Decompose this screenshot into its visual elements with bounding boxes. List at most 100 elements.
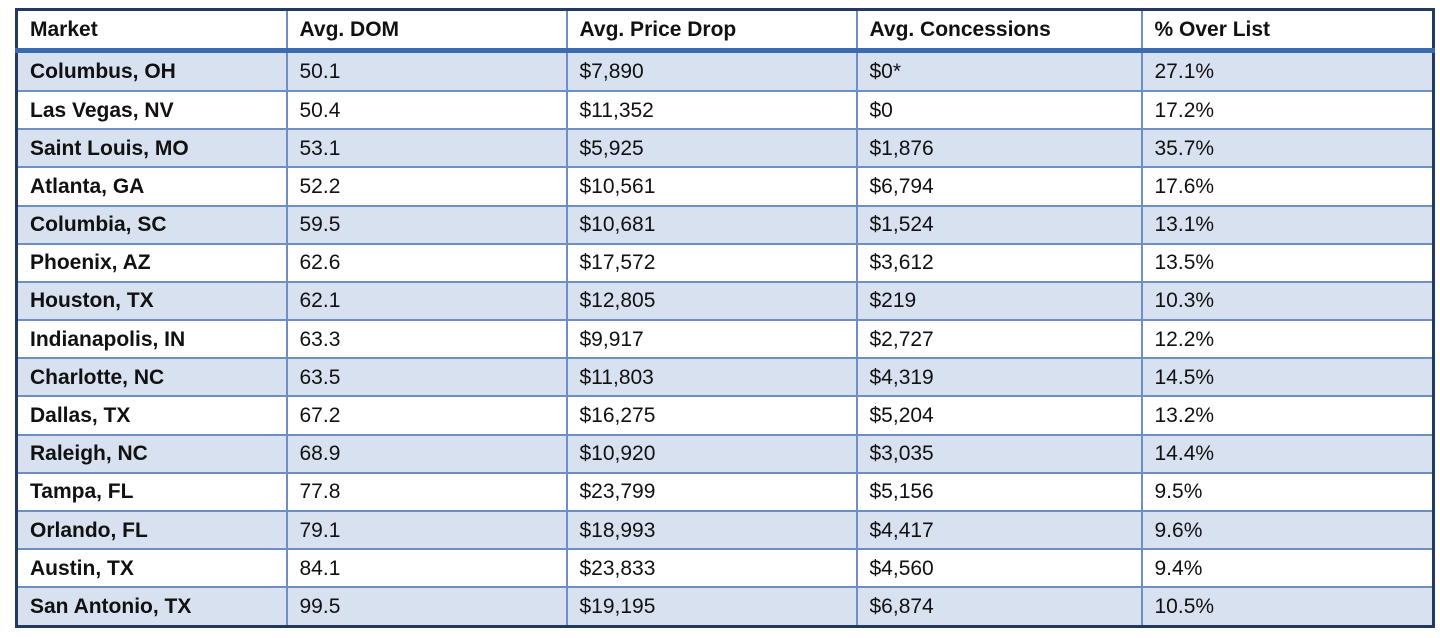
table-row: Columbus, OH 50.1 $7,890 $0* 27.1% <box>15 49 1435 92</box>
table-header: Market Avg. DOM Avg. Price Drop Avg. Con… <box>15 8 1435 53</box>
market-cell: Phoenix, AZ <box>15 242 288 283</box>
avg-dom-cell: 50.1 <box>285 49 568 92</box>
avg-dom-cell: 59.5 <box>285 204 568 245</box>
avg-dom-cell: 77.8 <box>285 471 568 513</box>
market-metrics-table-container: Market Avg. DOM Avg. Price Drop Avg. Con… <box>15 8 1435 628</box>
avg-concessions-cell: $3,612 <box>855 242 1143 283</box>
avg-price-drop-cell: $23,833 <box>565 548 858 589</box>
header-row: Market Avg. DOM Avg. Price Drop Avg. Con… <box>15 8 1435 53</box>
table-row: Las Vegas, NV 50.4 $11,352 $0 17.2% <box>15 89 1435 131</box>
table-row: Columbia, SC 59.5 $10,681 $1,524 13.1% <box>15 204 1435 245</box>
avg-concessions-cell: $4,417 <box>855 510 1143 551</box>
avg-concessions-cell: $219 <box>855 280 1143 322</box>
market-cell: Charlotte, NC <box>15 357 288 398</box>
table-row: Houston, TX 62.1 $12,805 $219 10.3% <box>15 280 1435 322</box>
avg-price-drop-cell: $7,890 <box>565 49 858 92</box>
table-row: Raleigh, NC 68.9 $10,920 $3,035 14.4% <box>15 433 1435 474</box>
pct-over-list-cell: 27.1% <box>1140 49 1435 92</box>
table-row: Orlando, FL 79.1 $18,993 $4,417 9.6% <box>15 510 1435 551</box>
avg-concessions-cell: $3,035 <box>855 433 1143 474</box>
avg-price-drop-cell: $16,275 <box>565 395 858 436</box>
table-row: Phoenix, AZ 62.6 $17,572 $3,612 13.5% <box>15 242 1435 283</box>
avg-dom-cell: 84.1 <box>285 548 568 589</box>
avg-dom-cell: 68.9 <box>285 433 568 474</box>
avg-dom-cell: 67.2 <box>285 395 568 436</box>
avg-dom-cell: 50.4 <box>285 89 568 131</box>
pct-over-list-cell: 17.6% <box>1140 166 1435 207</box>
market-cell: Las Vegas, NV <box>15 89 288 131</box>
market-cell: Columbia, SC <box>15 204 288 245</box>
market-cell: Austin, TX <box>15 548 288 589</box>
market-cell: Raleigh, NC <box>15 433 288 474</box>
avg-price-drop-cell: $19,195 <box>565 586 858 628</box>
avg-concessions-cell: $5,204 <box>855 395 1143 436</box>
avg-concessions-cell: $4,560 <box>855 548 1143 589</box>
avg-concessions-cell: $5,156 <box>855 471 1143 513</box>
table-row: Austin, TX 84.1 $23,833 $4,560 9.4% <box>15 548 1435 589</box>
avg-dom-cell: 63.3 <box>285 319 568 360</box>
avg-concessions-cell: $0* <box>855 49 1143 92</box>
market-cell: Tampa, FL <box>15 471 288 513</box>
table-body: Columbus, OH 50.1 $7,890 $0* 27.1% Las Vegas,… <box>15 49 1435 628</box>
column-header-avg-price-drop: Avg. Price Drop <box>565 8 858 53</box>
market-cell: Saint Louis, MO <box>15 128 288 169</box>
table-row: Indianapolis, IN 63.3 $9,917 $2,727 12.2% <box>15 319 1435 360</box>
pct-over-list-cell: 14.5% <box>1140 357 1435 398</box>
avg-price-drop-cell: $10,920 <box>565 433 858 474</box>
market-cell: Indianapolis, IN <box>15 319 288 360</box>
avg-concessions-cell: $6,794 <box>855 166 1143 207</box>
avg-price-drop-cell: $5,925 <box>565 128 858 169</box>
avg-concessions-cell: $1,876 <box>855 128 1143 169</box>
table-row: San Antonio, TX 99.5 $19,195 $6,874 10.5% <box>15 586 1435 628</box>
avg-concessions-cell: $6,874 <box>855 586 1143 628</box>
market-cell: Orlando, FL <box>15 510 288 551</box>
table-row: Atlanta, GA 52.2 $10,561 $6,794 17.6% <box>15 166 1435 207</box>
pct-over-list-cell: 12.2% <box>1140 319 1435 360</box>
avg-price-drop-cell: $11,352 <box>565 89 858 131</box>
avg-dom-cell: 52.2 <box>285 166 568 207</box>
avg-concessions-cell: $0 <box>855 89 1143 131</box>
pct-over-list-cell: 10.5% <box>1140 586 1435 628</box>
avg-dom-cell: 63.5 <box>285 357 568 398</box>
avg-price-drop-cell: $23,799 <box>565 471 858 513</box>
table-row: Saint Louis, MO 53.1 $5,925 $1,876 35.7% <box>15 128 1435 169</box>
market-cell: Atlanta, GA <box>15 166 288 207</box>
pct-over-list-cell: 9.5% <box>1140 471 1435 513</box>
column-header-avg-dom: Avg. DOM <box>285 8 568 53</box>
pct-over-list-cell: 9.6% <box>1140 510 1435 551</box>
avg-price-drop-cell: $10,681 <box>565 204 858 245</box>
avg-price-drop-cell: $18,993 <box>565 510 858 551</box>
market-metrics-table: Market Avg. DOM Avg. Price Drop Avg. Con… <box>15 8 1435 628</box>
avg-price-drop-cell: $9,917 <box>565 319 858 360</box>
market-cell: Columbus, OH <box>15 49 288 92</box>
avg-concessions-cell: $4,319 <box>855 357 1143 398</box>
column-header-avg-concessions: Avg. Concessions <box>855 8 1143 53</box>
market-cell: Houston, TX <box>15 280 288 322</box>
avg-price-drop-cell: $17,572 <box>565 242 858 283</box>
column-header-market: Market <box>15 8 288 53</box>
pct-over-list-cell: 13.2% <box>1140 395 1435 436</box>
avg-dom-cell: 53.1 <box>285 128 568 169</box>
pct-over-list-cell: 13.5% <box>1140 242 1435 283</box>
avg-dom-cell: 99.5 <box>285 586 568 628</box>
pct-over-list-cell: 14.4% <box>1140 433 1435 474</box>
pct-over-list-cell: 9.4% <box>1140 548 1435 589</box>
market-cell: San Antonio, TX <box>15 586 288 628</box>
pct-over-list-cell: 13.1% <box>1140 204 1435 245</box>
avg-dom-cell: 79.1 <box>285 510 568 551</box>
avg-dom-cell: 62.1 <box>285 280 568 322</box>
table-row: Tampa, FL 77.8 $23,799 $5,156 9.5% <box>15 471 1435 513</box>
avg-price-drop-cell: $11,803 <box>565 357 858 398</box>
pct-over-list-cell: 17.2% <box>1140 89 1435 131</box>
table-row: Dallas, TX 67.2 $16,275 $5,204 13.2% <box>15 395 1435 436</box>
avg-concessions-cell: $2,727 <box>855 319 1143 360</box>
avg-concessions-cell: $1,524 <box>855 204 1143 245</box>
column-header-pct-over-list: % Over List <box>1140 8 1435 53</box>
pct-over-list-cell: 35.7% <box>1140 128 1435 169</box>
avg-price-drop-cell: $12,805 <box>565 280 858 322</box>
avg-dom-cell: 62.6 <box>285 242 568 283</box>
avg-price-drop-cell: $10,561 <box>565 166 858 207</box>
market-cell: Dallas, TX <box>15 395 288 436</box>
pct-over-list-cell: 10.3% <box>1140 280 1435 322</box>
table-row: Charlotte, NC 63.5 $11,803 $4,319 14.5% <box>15 357 1435 398</box>
